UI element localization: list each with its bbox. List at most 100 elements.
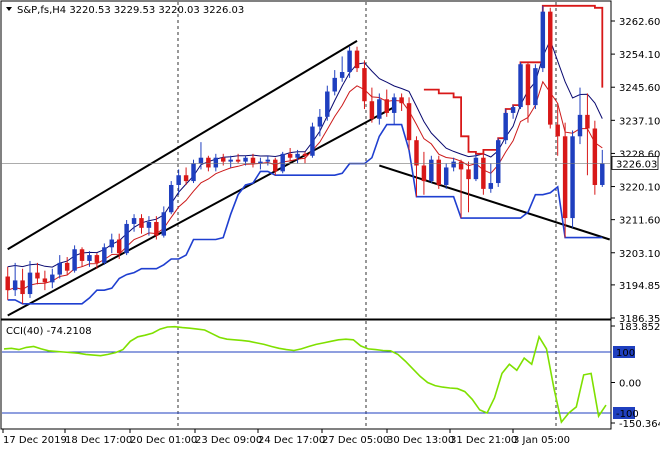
cci-axis-label: -150.3641 [619,419,660,430]
price-axis-label: 3237.10 [619,116,660,127]
candle-body [443,167,449,185]
candle-body [191,163,196,182]
candle-body [221,157,226,162]
time-axis-label: 17 Dec 2019 [3,435,67,446]
candle-body [503,112,508,141]
candle-body [198,157,204,164]
time-axis-label: 30 Dec 13:00 [387,435,454,446]
candle-body [548,11,553,125]
candle-body [592,128,598,185]
price-panel-frame [0,0,612,320]
candle-body [525,64,531,106]
candle-body [102,247,107,263]
candle-body [139,218,144,228]
current-price-label: 3226.03 [616,159,657,170]
candle-body [577,114,583,137]
triangle-down-icon[interactable] [6,7,12,11]
price-vertical-gridlines [177,2,557,318]
candle-body [399,97,404,104]
candle-body [64,262,70,271]
price-axis-label: 3220.10 [619,183,660,194]
channel-trendlines [7,40,611,317]
candle-body [362,68,367,102]
candle-body [540,11,546,69]
candle-body [250,157,256,164]
upper-band-line [7,38,603,268]
candle-body [429,159,434,182]
candle-body [72,249,77,271]
cci-axis: 183.8528 100 0.00 -100-150.3641 [611,322,660,430]
cci-axis-label: 0.00 [619,379,641,390]
price-axis-label: 3245.60 [619,83,660,94]
candle-body [339,72,345,78]
candle-body [562,136,568,219]
price-axis-label: 3203.10 [619,249,660,260]
candle-body [325,91,330,117]
candle-body [183,175,189,182]
time-axis-label: 20 Dec 01:00 [130,435,197,446]
candle-body [466,169,471,180]
symbol-header: S&P,fs,H4 3220.53 3229.53 3220.03 3226.0… [6,5,244,16]
candle-body [458,161,464,170]
price-axis-label: 3186.35 [619,314,660,325]
candle-body [79,249,85,261]
price-panel: 3262.60 3254.10 3245.60 3237.10 3228.60 3220.… [0,0,660,325]
candle-body [228,159,233,162]
candle-body [5,276,10,291]
candle-body [176,175,181,185]
candle-body [473,157,479,180]
time-axis-label: 24 Dec 17:00 [258,435,325,446]
cci-panel-frame [0,319,612,430]
current-price-tag: 3226.03 [0,156,659,170]
channel-trendline [379,164,611,241]
candle-body [570,136,575,219]
candle-body [287,153,293,158]
candle-body [235,159,241,162]
cci-panel: 183.8528 100 0.00 -100-150.3641 CCI(40) -74… [0,319,660,430]
current-price-box [611,156,659,170]
cci-title: CCI(40) -74.2108 [6,326,92,337]
candle-body [265,159,271,162]
lower-band-line [7,123,603,305]
symbol-header-text: S&P,fs,H4 3220.53 3229.53 3220.03 3226.0… [17,5,244,16]
candle-body [146,221,152,228]
candle-body [302,153,308,156]
channel-trendline [7,106,395,317]
candle-body [533,68,538,106]
candle-body [414,140,419,166]
price-axis-label: 3262.60 [619,17,660,28]
price-axis-label: 3211.60 [619,216,660,227]
price-axis-label: 3194.85 [619,281,660,292]
cci-axis-label: 100 [616,348,635,359]
candle-body [280,153,285,172]
cci-line [3,325,607,424]
cci-level-badge [613,407,635,419]
cci-level-lines [2,351,611,414]
candle-body [421,165,427,182]
candle-body [369,101,375,119]
candle-body [332,77,337,92]
candle-body [310,126,315,156]
candle-body [206,157,211,168]
candlesticks [5,5,605,304]
cci-level-badge [613,346,635,358]
candle-body [451,161,456,168]
candle-body [518,64,523,108]
candle-body [161,212,167,236]
candle-body [258,161,263,164]
candle-body [391,97,397,113]
time-axis-label: 31 Dec 21:00 [450,435,517,446]
candle-body [94,255,100,263]
candle-body [50,274,55,283]
candle-body [600,163,605,185]
candle-body [510,107,516,113]
candle-body [555,124,560,137]
candle-body [481,157,486,189]
candle-body [168,184,174,213]
candle-body [20,280,25,295]
time-axis-label: 23 Dec 09:00 [195,435,262,446]
candle-body [347,50,352,73]
